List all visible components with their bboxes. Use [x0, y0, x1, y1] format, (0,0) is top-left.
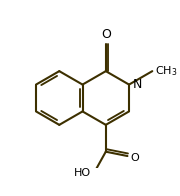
Text: HO: HO [74, 168, 91, 178]
Text: O: O [101, 28, 111, 41]
Text: N: N [132, 78, 142, 91]
Text: O: O [130, 153, 139, 163]
Text: CH$_3$: CH$_3$ [155, 64, 177, 78]
